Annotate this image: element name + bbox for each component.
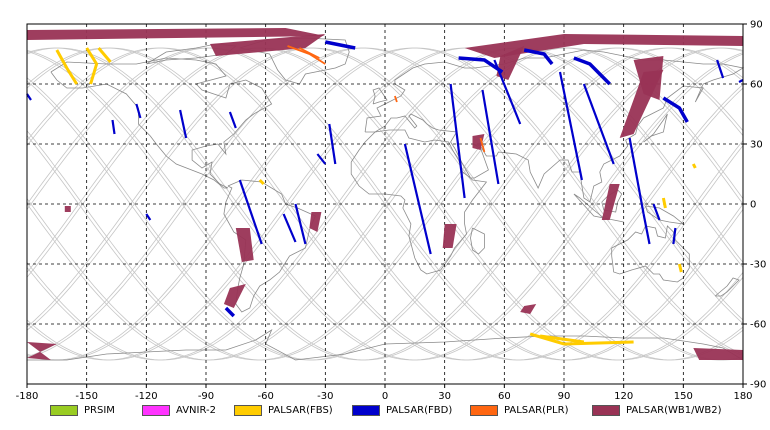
x-tick-label: -60 (257, 391, 273, 402)
wb-swath (27, 28, 326, 40)
legend-item: PALSAR(FBD) (352, 403, 452, 417)
x-tick-label: -180 (16, 391, 39, 402)
x-tick-label: 30 (438, 391, 451, 402)
wb-swath (210, 34, 326, 56)
legend-label: PALSAR(FBS) (268, 404, 333, 416)
legend-swatch (592, 404, 620, 416)
fbd-strip (238, 179, 263, 245)
legend-label: PALSAR(WB1/WB2) (626, 404, 722, 416)
wb-swath (464, 34, 743, 58)
x-tick-label: -120 (135, 391, 158, 402)
fbd-strip (642, 213, 651, 245)
coastlines (27, 37, 745, 361)
x-tick-label: 60 (498, 391, 511, 402)
fbd-strip (228, 111, 237, 129)
fbd-arc (324, 40, 356, 50)
fbs-path (661, 197, 667, 209)
y-tick-label: -30 (750, 260, 766, 271)
x-tick-label: -150 (75, 391, 98, 402)
fbs-path (85, 47, 99, 85)
fbd-strip (449, 83, 466, 199)
fbd-strip (179, 109, 188, 139)
x-tick-label: 150 (674, 391, 693, 402)
plr-path (394, 95, 398, 103)
fbd-strip (716, 59, 725, 79)
wb-swath (693, 348, 743, 360)
legend-item: PRSIM (50, 403, 115, 417)
fbd-strip (316, 153, 327, 165)
grid-lines (27, 24, 743, 384)
wb-swath (64, 206, 71, 212)
fbd-strip (282, 213, 297, 243)
fbs-path (677, 263, 683, 273)
fbd-strip (135, 103, 142, 119)
legend-item: PALSAR(WB1/WB2) (592, 403, 722, 417)
fbd-strip (582, 83, 615, 165)
x-tick-label: 180 (733, 391, 752, 402)
fbd-strip (328, 123, 337, 165)
legend-label: PRSIM (84, 404, 115, 416)
wb-swath (619, 70, 664, 138)
fbs-path (258, 178, 265, 186)
fbd-arc (224, 306, 236, 318)
plr-path (287, 45, 326, 65)
y-tick-label: 0 (750, 200, 756, 211)
fbd-strip (558, 71, 583, 181)
legend: PRSIM AVNIR-2 PALSAR(FBS) PALSAR(FBD) PALSAR… (0, 403, 770, 419)
fbd-strip (672, 227, 677, 245)
fbd-arc (458, 56, 504, 74)
legend-swatch (470, 404, 498, 416)
fbd-strip (738, 79, 744, 83)
fbd-arc (523, 48, 554, 66)
legend-label: PALSAR(FBD) (386, 404, 453, 416)
fbd-arc (573, 56, 611, 86)
fbd-strip (111, 119, 116, 135)
legend-label: PALSAR(PLR) (504, 404, 569, 416)
legend-swatch (50, 404, 78, 416)
legend-item: PALSAR(PLR) (470, 403, 568, 417)
fbs-path (539, 334, 585, 344)
fbd-strip (294, 203, 307, 245)
y-tick-label: 30 (750, 140, 763, 151)
legend-item: PALSAR(FBS) (234, 403, 333, 417)
fbd-strip (403, 143, 432, 255)
plr-path (479, 137, 486, 153)
legend-swatch (352, 404, 380, 416)
y-tick-label: 60 (750, 80, 763, 91)
fbd-arc (662, 96, 689, 123)
fbd-strip (145, 213, 152, 221)
legend-swatch (234, 404, 262, 416)
fbd-strip (26, 93, 32, 101)
fbs-path (97, 47, 112, 63)
fbd-strip (481, 89, 500, 185)
wb-swath (496, 46, 525, 80)
x-tick-label: 90 (558, 391, 571, 402)
legend-item: AVNIR-2 (142, 403, 216, 417)
plr-path (299, 47, 320, 59)
y-tick-label: -90 (750, 380, 766, 391)
wb-swath (223, 284, 246, 308)
wb-swath (520, 304, 537, 314)
x-tick-label: -30 (317, 391, 333, 402)
y-tick-label: -60 (750, 320, 766, 331)
fbs-path (55, 49, 78, 85)
x-tick-label: 120 (614, 391, 633, 402)
fbd-strip (652, 203, 661, 221)
fbs-path (691, 163, 697, 169)
x-tick-label: -90 (198, 391, 214, 402)
legend-swatch (142, 404, 170, 416)
x-tick-label: 0 (382, 391, 388, 402)
wb-swath (27, 342, 57, 360)
legend-label: AVNIR-2 (176, 404, 216, 416)
fbd-strip (628, 137, 645, 215)
wb-swath (442, 224, 457, 248)
wb-swath (601, 184, 620, 220)
wb-swath (309, 212, 322, 232)
y-tick-label: 90 (750, 20, 763, 31)
wb-swath (235, 228, 254, 262)
